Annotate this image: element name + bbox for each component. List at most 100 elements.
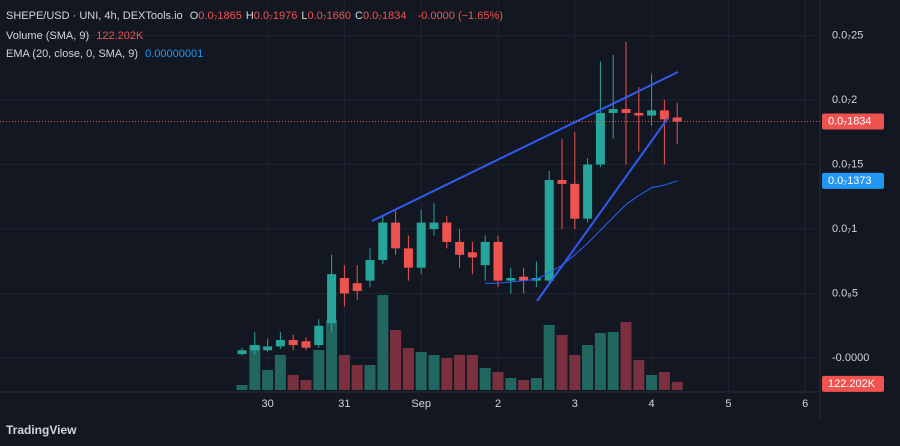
volume-bar (287, 375, 299, 390)
candle-body (263, 346, 273, 351)
candle-body (570, 183, 580, 219)
candle-body (544, 180, 554, 281)
candle-body (237, 350, 247, 355)
x-tick-label: Sep (411, 398, 431, 410)
overlays: 0.0₇1834 0.0₇1373 122.202K (0, 113, 884, 392)
x-tick-label: 3 (572, 398, 578, 410)
ohlc-value: 0.0₇1865 (198, 10, 242, 22)
volume-bar (479, 368, 491, 390)
volume-bar (620, 322, 632, 390)
ohlc-value: 0.0₇1834 (362, 10, 407, 22)
candle-body (339, 278, 349, 294)
ohlc: O0.0₇1865 H0.0₇1976 L0.0₇1660 C0.0₇1834 (190, 10, 411, 22)
candle-body (467, 252, 477, 258)
candle-body (288, 339, 298, 346)
brand: TradingView (6, 423, 77, 437)
volume-bar (607, 332, 619, 390)
volume-value: 122.202K (96, 30, 144, 42)
ema-badge-bg (822, 172, 884, 189)
y-tick-label: 0.0₇25 (832, 29, 863, 41)
candle-body (314, 325, 324, 346)
candle-body (595, 112, 605, 165)
volume-badge-bg (822, 375, 884, 392)
volume-bar (518, 380, 530, 390)
ohlc-value: 0.0₇1660 (307, 10, 352, 22)
volume-bar (415, 352, 427, 390)
candle-body (416, 222, 426, 268)
volume-bar (594, 333, 606, 390)
volume-bar (530, 378, 542, 390)
volume-bar (364, 365, 376, 390)
ohlc-key: H (245, 10, 254, 22)
candle-body (378, 222, 388, 260)
candle-body (659, 110, 669, 120)
x-tick-label: 2 (495, 398, 501, 410)
y-tick-label: 0.0₇15 (832, 158, 863, 170)
volume-bar (351, 365, 363, 390)
y-tick-label: 0.0₈5 (832, 287, 858, 299)
volume-bar (326, 320, 338, 390)
trend-line[interactable] (371, 71, 679, 222)
change: -0.0000 (−1.65%) (417, 10, 503, 22)
volume-bar (402, 348, 414, 390)
volume-bar (492, 372, 504, 390)
y-tick-label: 0.0₇2 (832, 94, 857, 106)
volume-bar (390, 330, 402, 390)
ema-badge: 0.0₇1373 (828, 175, 872, 187)
volume-bar (313, 350, 325, 390)
candle-body (429, 222, 439, 230)
candle-body (583, 164, 593, 219)
price-badge: 0.0₇1834 (828, 115, 872, 127)
x-tick-label: 6 (802, 398, 808, 410)
volume-name: Volume (SMA, 9) (6, 30, 90, 42)
trend-line[interactable] (536, 117, 669, 302)
volume-bar (569, 355, 581, 390)
candle-body (493, 241, 503, 281)
volume-bar (300, 380, 312, 390)
volume-bar (454, 355, 466, 390)
volume-bar (249, 345, 261, 390)
volume-bar (274, 355, 286, 390)
candle-body (608, 109, 618, 113)
ema-legend: EMA (20, close, 0, SMA, 9) 0.00000001 (6, 48, 207, 60)
candle-body (327, 274, 337, 324)
ema-name: EMA (20, close, 0, SMA, 9) (6, 48, 139, 60)
candle-body (506, 278, 516, 281)
volume-bar (377, 295, 389, 390)
symbol: SHEPE/USD · UNI, 4h, DEXTools.io (6, 10, 183, 22)
volume-bar (262, 370, 274, 390)
ohlc-key: L (301, 10, 308, 22)
candle-body (455, 241, 465, 255)
candle-body (391, 222, 401, 249)
candle-body (621, 109, 631, 113)
candle-body (519, 276, 529, 281)
candle-body (442, 222, 452, 242)
candle-body (634, 112, 644, 116)
candle-body (352, 283, 362, 291)
header-line: SHEPE/USD · UNI, 4h, DEXTools.io O0.0₇18… (6, 10, 507, 22)
candle-body (301, 341, 311, 348)
candle-body (647, 110, 657, 116)
volume-bar (671, 381, 683, 390)
ohlc-key: C (355, 10, 363, 22)
volume-bar (556, 335, 568, 390)
price-badge-bg (822, 113, 884, 130)
volume-bar (543, 325, 555, 390)
volume-bar (633, 360, 645, 390)
volume-bar (505, 378, 517, 390)
candles (237, 41, 682, 356)
candle-body (480, 241, 490, 266)
ema-line (485, 180, 678, 284)
volume-bar (236, 385, 248, 390)
x-tick-label: 31 (338, 398, 350, 410)
x-tick-label: 4 (649, 398, 655, 410)
volume-bar (658, 372, 670, 390)
volume-pane (236, 295, 683, 390)
y-tick-label: -0.0000 (832, 352, 869, 364)
y-tick-label: 0.0₇1 (832, 223, 857, 235)
volume-bar (338, 355, 350, 390)
ohlc-value: 0.0₇1976 (253, 10, 298, 22)
x-tick-label: 30 (261, 398, 273, 410)
